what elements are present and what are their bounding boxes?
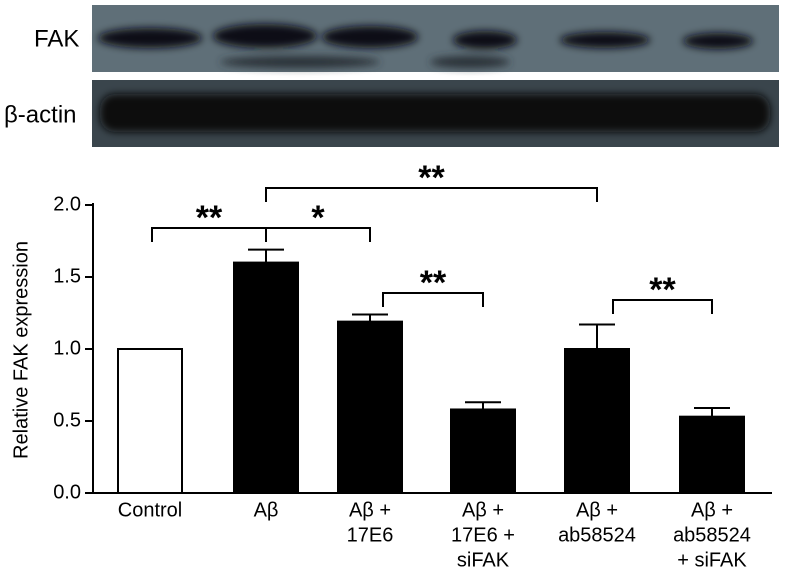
significance-bracket bbox=[265, 227, 371, 242]
blot bbox=[92, 5, 779, 147]
bar bbox=[117, 348, 183, 494]
error-bar bbox=[465, 401, 501, 410]
x-tick-label: Control bbox=[118, 499, 182, 521]
x-tick-label: ab58524 bbox=[558, 524, 636, 546]
bar bbox=[564, 348, 630, 494]
significance-label: * bbox=[311, 199, 325, 237]
y-tick-label: 1.5 bbox=[53, 265, 81, 287]
significance-bracket bbox=[265, 187, 598, 202]
y-tick-label: 0.0 bbox=[53, 481, 81, 503]
x-tick-label: Aβ + bbox=[576, 499, 618, 521]
x-tick-label: siFAK bbox=[457, 549, 510, 571]
blot-label: β-actin bbox=[4, 101, 77, 128]
significance-label: ** bbox=[196, 199, 223, 237]
significance-label: ** bbox=[418, 159, 445, 197]
x-tick-label: 17E6 + bbox=[451, 524, 515, 546]
x-tick-label: ab58524 bbox=[673, 524, 751, 546]
y-axis-label: Relative FAK expression bbox=[10, 241, 32, 459]
y-tick-label: 1.0 bbox=[53, 337, 81, 359]
significance-label: ** bbox=[649, 271, 676, 309]
x-tick-label: Aβ + bbox=[462, 499, 504, 521]
significance-label: ** bbox=[420, 264, 447, 302]
x-tick-label: 17E6 bbox=[347, 524, 394, 546]
significance-bracket bbox=[612, 299, 713, 314]
error-bar bbox=[579, 323, 615, 349]
x-tick-label: Aβ bbox=[254, 499, 279, 521]
y-tick-label: 0.5 bbox=[53, 409, 81, 431]
y-tick-label: 2.0 bbox=[53, 193, 81, 215]
error-bar bbox=[694, 407, 730, 417]
x-tick-label: + siFAK bbox=[677, 549, 747, 571]
bar bbox=[337, 320, 403, 495]
x-tick-label: Aβ + bbox=[349, 499, 391, 521]
significance-bracket bbox=[382, 292, 484, 307]
x-tick-label: Aβ + bbox=[691, 499, 733, 521]
bar bbox=[450, 408, 516, 495]
error-bar bbox=[352, 313, 388, 322]
bar bbox=[679, 415, 745, 494]
blot-label: FAK bbox=[34, 25, 79, 52]
error-bar bbox=[248, 248, 284, 263]
bar bbox=[233, 261, 299, 494]
